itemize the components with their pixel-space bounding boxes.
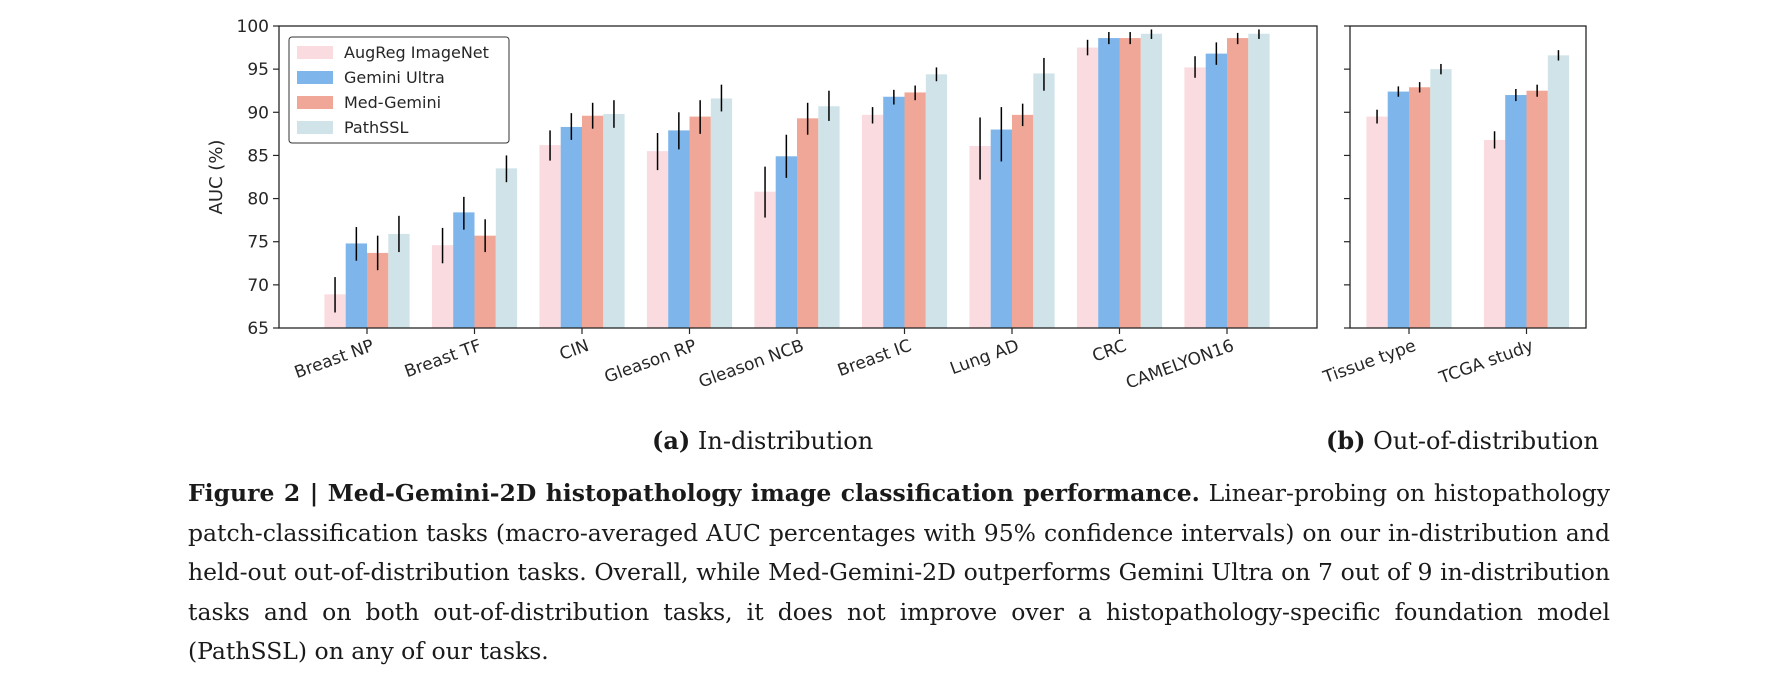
caption-label: Figure 2 | Med-Gemini-2D histopathology … <box>188 479 1200 507</box>
bar-pathssl-tcga-study <box>1548 55 1569 328</box>
bar-augreg-imagenet-cin <box>539 145 560 328</box>
bar-gemini-ultra-cin <box>561 127 582 328</box>
x-tick-label-gleason-ncb: Gleason NCB <box>696 336 807 393</box>
bar-gemini-ultra-gleason-ncb <box>776 156 797 328</box>
bar-med-gemini-cin <box>582 116 603 328</box>
y-tick-label: 65 <box>247 319 269 339</box>
bar-med-gemini-lung-ad <box>1012 115 1033 328</box>
chart-panel-b: Tissue type TCGA study <box>1320 26 1586 389</box>
x-tick-label-tcga-study: TCGA study <box>1436 336 1536 389</box>
bar-gemini-ultra-crc <box>1098 38 1119 328</box>
bar-gemini-ultra-breast-tf <box>453 212 474 328</box>
bar-pathssl-gleason-rp <box>711 98 732 328</box>
legend-swatch-pathssl <box>297 121 333 134</box>
bar-pathssl-tissue-type <box>1430 69 1451 328</box>
bar-med-gemini-gleason-rp <box>690 117 711 328</box>
y-tick-label: 100 <box>237 17 269 37</box>
bar-gemini-ultra-camelyon16 <box>1206 54 1227 328</box>
bar-med-gemini-camelyon16 <box>1227 38 1248 328</box>
x-tick-label-breast-tf: Breast TF <box>402 336 484 382</box>
bar-augreg-imagenet-tissue-type <box>1366 117 1387 328</box>
bar-augreg-imagenet-breast-ic <box>862 115 883 328</box>
chart-panel-a: 65 70 75 80 85 90 95 100 Breast NP Breast TF CIN Gl… <box>206 17 1317 393</box>
chart-figure: 65 70 75 80 85 90 95 100 Breast NP Breast TF CIN Gl… <box>0 0 1786 420</box>
bar-pathssl-breast-tf <box>496 168 517 328</box>
y-tick-label: 90 <box>247 103 269 123</box>
x-tick-label-crc: CRC <box>1090 336 1129 367</box>
legend-label-augreg-imagenet: AugReg ImageNet <box>344 43 489 62</box>
bar-pathssl-camelyon16 <box>1248 34 1269 328</box>
y-tick-label: 70 <box>247 276 269 296</box>
bar-pathssl-crc <box>1141 34 1162 328</box>
bar-pathssl-lung-ad <box>1033 73 1054 328</box>
bar-med-gemini-tissue-type <box>1409 87 1430 328</box>
y-tick-label: 95 <box>247 60 269 80</box>
bar-gemini-ultra-tissue-type <box>1388 92 1409 328</box>
y-axis-title: AUC (%) <box>206 140 227 215</box>
bar-gemini-ultra-gleason-rp <box>668 130 689 328</box>
legend-label-med-gemini: Med-Gemini <box>344 93 441 112</box>
bar-gemini-ultra-tcga-study <box>1505 95 1526 328</box>
bar-pathssl-cin <box>603 114 624 328</box>
bar-med-gemini-tcga-study <box>1527 91 1548 328</box>
bar-augreg-imagenet-tcga-study <box>1484 140 1505 328</box>
bar-gemini-ultra-breast-ic <box>883 97 904 328</box>
y-tick-label: 75 <box>247 233 269 253</box>
bar-pathssl-breast-ic <box>926 74 947 328</box>
legend-label-pathssl: PathSSL <box>344 118 408 137</box>
x-tick-label-lung-ad: Lung AD <box>948 336 1022 379</box>
x-tick-label-tissue-type: Tissue type <box>1320 336 1419 388</box>
legend-swatch-augreg-imagenet <box>297 46 333 59</box>
bar-med-gemini-crc <box>1120 38 1141 328</box>
x-tick-label-breast-np: Breast NP <box>292 336 377 383</box>
legend-swatch-med-gemini <box>297 96 333 109</box>
y-tick-label: 85 <box>247 146 269 166</box>
bar-med-gemini-gleason-ncb <box>797 118 818 328</box>
y-tick-label: 80 <box>247 190 269 210</box>
bar-augreg-imagenet-crc <box>1077 48 1098 328</box>
bar-pathssl-gleason-ncb <box>818 106 839 328</box>
bar-augreg-imagenet-gleason-rp <box>647 151 668 328</box>
subplot-b-label: (b) Out-of-distribution <box>1326 426 1599 455</box>
x-tick-label-camelyon16: CAMELYON16 <box>1123 336 1236 394</box>
bar-augreg-imagenet-camelyon16 <box>1184 67 1205 328</box>
bar-med-gemini-breast-ic <box>905 92 926 328</box>
x-tick-label-gleason-rp: Gleason RP <box>602 336 699 388</box>
legend-swatch-gemini-ultra <box>297 71 333 84</box>
legend: AugReg ImageNet Gemini Ultra Med-Gemini Pat… <box>289 37 509 143</box>
x-tick-label-cin: CIN <box>557 336 592 365</box>
subplot-a-label: (a) In-distribution <box>652 426 873 455</box>
legend-label-gemini-ultra: Gemini Ultra <box>344 68 445 87</box>
figure-caption: Figure 2 | Med-Gemini-2D histopathology … <box>188 474 1610 672</box>
x-tick-label-breast-ic: Breast IC <box>835 336 914 381</box>
